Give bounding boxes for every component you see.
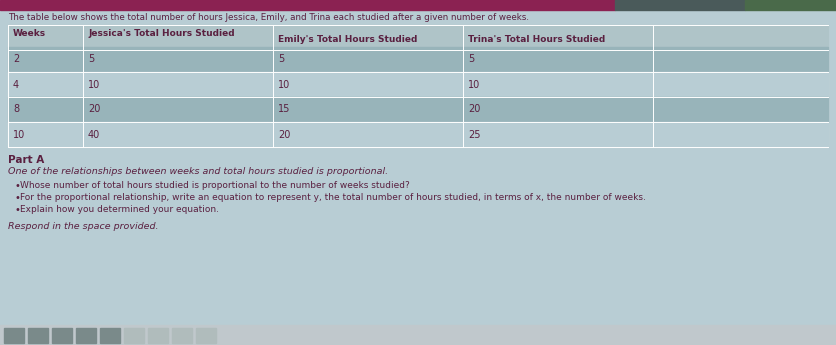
Text: 20: 20 [278, 129, 290, 139]
Text: Trina's Total Hours Studied: Trina's Total Hours Studied [468, 36, 605, 45]
Bar [28, 328, 48, 343]
Bar [615, 0, 745, 10]
Text: Explain how you determined your equation.: Explain how you determined your equation… [20, 205, 219, 214]
Text: 4: 4 [13, 79, 19, 89]
Bar [196, 328, 216, 343]
Text: Emily's Total Hours Studied: Emily's Total Hours Studied [278, 36, 417, 45]
Text: 20: 20 [88, 105, 100, 115]
Text: 5: 5 [88, 55, 94, 65]
Bar [124, 328, 144, 343]
Text: 10: 10 [468, 79, 480, 89]
Text: •: • [14, 193, 20, 203]
Text: Whose number of total hours studied is proportional to the number of weeks studi: Whose number of total hours studied is p… [20, 181, 410, 190]
Bar [172, 328, 192, 343]
Text: 40: 40 [88, 129, 100, 139]
Text: •: • [14, 205, 20, 215]
Bar [8, 72, 828, 97]
Bar [100, 328, 120, 343]
Bar [8, 97, 828, 122]
Text: Jessica's Total Hours Studied: Jessica's Total Hours Studied [88, 29, 235, 38]
Bar [8, 47, 828, 72]
Bar [745, 0, 836, 10]
Text: 25: 25 [468, 129, 481, 139]
Text: 10: 10 [88, 79, 100, 89]
Text: 2: 2 [13, 55, 19, 65]
Text: One of the relationships between weeks and total hours studied is proportional.: One of the relationships between weeks a… [8, 167, 388, 176]
Text: 10: 10 [278, 79, 290, 89]
Text: 8: 8 [13, 105, 19, 115]
Bar [8, 25, 828, 47]
Text: Part A: Part A [8, 155, 44, 165]
Text: •: • [14, 181, 20, 191]
Text: Weeks: Weeks [13, 29, 46, 38]
Text: For the proportional relationship, write an equation to represent y, the total n: For the proportional relationship, write… [20, 193, 646, 202]
Text: 5: 5 [278, 55, 284, 65]
Text: The table below shows the total number of hours Jessica, Emily, and Trina each s: The table below shows the total number o… [8, 13, 529, 22]
Text: Respond in the space provided.: Respond in the space provided. [8, 222, 159, 231]
Bar [52, 328, 72, 343]
Bar [76, 328, 96, 343]
Bar [8, 122, 828, 147]
Bar [8, 25, 828, 147]
Text: 20: 20 [468, 105, 481, 115]
Bar [148, 328, 168, 343]
Bar [0, 0, 615, 10]
Text: 10: 10 [13, 129, 25, 139]
Text: 15: 15 [278, 105, 290, 115]
Text: 5: 5 [468, 55, 474, 65]
Bar [0, 325, 836, 345]
Bar [4, 328, 24, 343]
